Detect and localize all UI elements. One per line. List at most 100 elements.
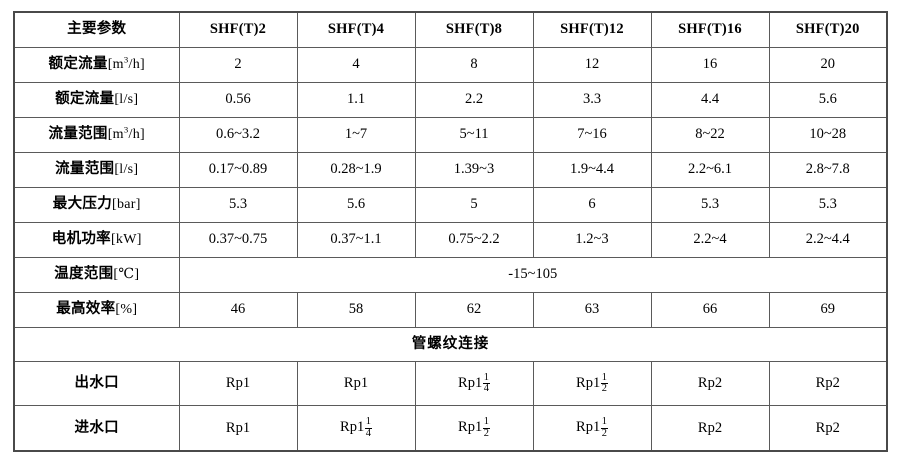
row-label-text: 流量范围 xyxy=(55,161,115,178)
thread-size-base: Rp1 xyxy=(576,374,601,391)
cell-value: 6 xyxy=(532,186,652,223)
row-label-text: 流量范围 xyxy=(48,126,108,143)
cell-thread-size: Rp2 xyxy=(768,405,888,452)
cell-value: 69 xyxy=(768,291,888,328)
row-label-3: 流量范围[l/s] xyxy=(13,151,180,188)
cell-value: 2.2 xyxy=(414,81,534,118)
thread-size-base: Rp2 xyxy=(697,419,723,436)
cell-value: 66 xyxy=(650,291,770,328)
cell-value: 1.2~3 xyxy=(532,221,652,258)
cell-value: 4 xyxy=(296,46,416,83)
cell-value: 63 xyxy=(532,291,652,328)
cell-thread-size: Rp1 xyxy=(178,360,298,407)
cell-thread-size: Rp1 xyxy=(178,405,298,452)
cell-value: 5.3 xyxy=(178,186,298,223)
cell-value: 2 xyxy=(178,46,298,83)
section-header-row: 管螺纹连接 xyxy=(13,326,888,362)
cell-thread-size: Rp1 1 2 xyxy=(532,405,652,452)
fraction-denominator: 2 xyxy=(483,427,489,439)
unit-suffix: /h] xyxy=(128,127,145,143)
table-row: 额定流量[m3/h] 2 4 8 12 16 20 xyxy=(13,46,888,83)
column-header-model-3: SHF(T)8 xyxy=(414,11,534,48)
fraction-numerator: 1 xyxy=(600,371,608,385)
cell-value: 5.3 xyxy=(650,186,770,223)
cell-value: 10~28 xyxy=(768,116,888,153)
thread-size-base: Rp1 xyxy=(458,419,483,436)
row-label-text: 最大压力 xyxy=(52,196,112,213)
thread-size-base: Rp2 xyxy=(815,419,840,436)
cell-value: 0.37~0.75 xyxy=(178,221,298,258)
row-label-unit: [m3/h] xyxy=(107,124,145,143)
thread-size-base: Rp2 xyxy=(697,375,723,392)
cell-thread-size: Rp1 1 2 xyxy=(532,360,652,407)
cell-value: 0.28~1.9 xyxy=(296,151,416,188)
section-header-pipe-thread: 管螺纹连接 xyxy=(13,326,888,362)
cell-value: 5 xyxy=(414,186,534,223)
row-label-2: 流量范围[m3/h] xyxy=(13,116,180,153)
row-label-0: 额定流量[m3/h] xyxy=(13,46,180,83)
table-row: 流量范围[l/s] 0.17~0.89 0.28~1.9 1.39~3 1.9~4.4 2… xyxy=(13,151,888,188)
cell-value: 1.9~4.4 xyxy=(532,151,652,188)
pump-specification-table: 主要参数 SHF(T)2 SHF(T)4 SHF(T)8 SHF(T)12 SHF(T)1… xyxy=(13,11,888,452)
unit-suffix: /h] xyxy=(128,57,145,73)
table-row: 电机功率[kW] 0.37~0.75 0.37~1.1 0.75~2.2 1.2~3 2.… xyxy=(13,221,888,258)
cell-thread-size: Rp1 xyxy=(296,360,416,407)
row-label-unit: [kW] xyxy=(110,232,142,248)
table-row: 出水口 Rp1 Rp1 Rp1 1 4 Rp1 1 2 Rp2 Rp2 xyxy=(13,360,888,407)
cell-value: 1.1 xyxy=(296,81,416,118)
fraction-denominator: 2 xyxy=(601,427,607,439)
cell-value: 58 xyxy=(296,291,416,328)
cell-value: 8~22 xyxy=(650,116,770,153)
row-label-unit: [bar] xyxy=(112,197,141,213)
fraction-numerator: 1 xyxy=(364,416,372,429)
row-label-text: 温度范围 xyxy=(54,266,114,283)
unit-exponent: 3 xyxy=(123,124,129,135)
fraction-numerator: 1 xyxy=(482,416,490,429)
fraction-denominator: 2 xyxy=(601,383,607,395)
cell-value: 46 xyxy=(178,291,298,328)
connection-row-label-1: 进水口 xyxy=(13,405,180,452)
table-row: 进水口 Rp1 Rp1 1 4 Rp1 1 2 Rp1 1 2 Rp2 Rp2 xyxy=(13,405,888,452)
cell-thread-size: Rp1 1 4 xyxy=(414,360,534,407)
cell-value: 2.2~6.1 xyxy=(650,151,770,188)
unit-prefix: [m xyxy=(107,57,124,73)
cell-value: 0.56 xyxy=(178,81,298,118)
thread-size-base: Rp1 xyxy=(340,419,365,436)
cell-value: 5~11 xyxy=(414,116,534,153)
cell-value: 12 xyxy=(532,46,652,83)
cell-thread-size: Rp1 1 4 xyxy=(296,405,416,452)
row-label-unit: [l/s] xyxy=(114,92,139,108)
cell-value: 0.37~1.1 xyxy=(296,221,416,258)
thread-size-base: Rp1 xyxy=(225,419,251,436)
table-row: 最高效率[%] 46 58 62 63 66 69 xyxy=(13,291,888,328)
fraction-numerator: 1 xyxy=(600,416,608,429)
cell-value: 5.6 xyxy=(768,81,888,118)
fraction-denominator: 4 xyxy=(483,383,489,395)
cell-value: 2.8~7.8 xyxy=(768,151,888,188)
cell-value: 8 xyxy=(414,46,534,83)
unit-exponent: 3 xyxy=(123,54,129,65)
row-label-unit: [m3/h] xyxy=(107,54,145,73)
cell-value: 20 xyxy=(768,46,888,83)
table-row: 温度范围[℃] -15~105 xyxy=(13,256,888,293)
row-label-4: 最大压力[bar] xyxy=(13,186,180,223)
cell-value: 5.6 xyxy=(296,186,416,223)
column-header-model-5: SHF(T)16 xyxy=(650,11,770,48)
cell-thread-size: Rp1 1 2 xyxy=(414,405,534,452)
cell-value: 5.3 xyxy=(768,186,888,223)
cell-value: 2.2~4 xyxy=(650,221,770,258)
cell-value: 3.3 xyxy=(532,81,652,118)
column-header-model-1: SHF(T)2 xyxy=(178,11,298,48)
unit-prefix: [m xyxy=(107,127,124,143)
row-label-unit: [l/s] xyxy=(114,162,139,178)
cell-value: 7~16 xyxy=(532,116,652,153)
column-header-model-4: SHF(T)12 xyxy=(532,11,652,48)
cell-thread-size: Rp2 xyxy=(650,405,770,452)
row-label-7: 最高效率[%] xyxy=(13,291,180,328)
cell-value: 62 xyxy=(414,291,534,328)
table-row: 额定流量[l/s] 0.56 1.1 2.2 3.3 4.4 5.6 xyxy=(13,81,888,118)
column-header-model-2: SHF(T)4 xyxy=(296,11,416,48)
cell-value: 4.4 xyxy=(650,81,770,118)
